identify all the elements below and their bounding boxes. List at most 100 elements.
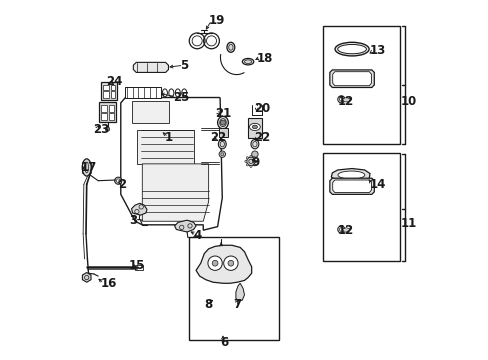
Polygon shape bbox=[142, 164, 208, 221]
Bar bbox=[247, 118, 261, 138]
Bar bbox=[101, 113, 107, 120]
Polygon shape bbox=[329, 70, 373, 87]
Circle shape bbox=[246, 164, 248, 166]
Text: 13: 13 bbox=[369, 44, 386, 57]
Text: 3: 3 bbox=[129, 214, 137, 227]
Circle shape bbox=[223, 256, 238, 270]
Polygon shape bbox=[332, 72, 371, 86]
Ellipse shape bbox=[182, 89, 186, 97]
Circle shape bbox=[116, 179, 120, 183]
Bar bbox=[218, 128, 227, 137]
Ellipse shape bbox=[226, 42, 234, 52]
Circle shape bbox=[115, 177, 122, 184]
Circle shape bbox=[246, 157, 255, 166]
Ellipse shape bbox=[162, 89, 167, 97]
Bar bbox=[125, 87, 161, 98]
Ellipse shape bbox=[82, 159, 91, 176]
Ellipse shape bbox=[242, 58, 253, 65]
Text: 21: 21 bbox=[215, 107, 231, 120]
Text: 1: 1 bbox=[164, 131, 173, 144]
Text: 16: 16 bbox=[101, 278, 117, 291]
Text: 22: 22 bbox=[210, 131, 226, 144]
Text: 23: 23 bbox=[93, 123, 109, 136]
Bar bbox=[323, 153, 400, 261]
Polygon shape bbox=[131, 101, 169, 123]
Bar bbox=[111, 85, 115, 90]
Ellipse shape bbox=[250, 139, 258, 149]
Text: 8: 8 bbox=[204, 298, 212, 311]
Text: 19: 19 bbox=[208, 14, 224, 27]
Text: 11: 11 bbox=[400, 216, 416, 230]
Bar bbox=[103, 85, 109, 90]
Polygon shape bbox=[82, 273, 91, 282]
Ellipse shape bbox=[337, 171, 364, 179]
Ellipse shape bbox=[334, 42, 368, 56]
Text: 12: 12 bbox=[337, 95, 353, 108]
Ellipse shape bbox=[337, 44, 366, 54]
Text: 9: 9 bbox=[251, 156, 260, 169]
Polygon shape bbox=[133, 62, 168, 72]
Circle shape bbox=[251, 151, 258, 157]
Polygon shape bbox=[196, 245, 251, 283]
Text: 6: 6 bbox=[220, 336, 228, 348]
Text: 22: 22 bbox=[254, 131, 270, 144]
Ellipse shape bbox=[249, 123, 260, 131]
Text: 2: 2 bbox=[118, 178, 126, 191]
Bar bbox=[323, 26, 400, 144]
Circle shape bbox=[227, 260, 233, 266]
Text: 14: 14 bbox=[368, 178, 385, 191]
Bar bbox=[101, 105, 107, 112]
Ellipse shape bbox=[252, 125, 257, 129]
Text: 24: 24 bbox=[106, 75, 122, 88]
Ellipse shape bbox=[217, 116, 228, 129]
Circle shape bbox=[337, 226, 344, 233]
Circle shape bbox=[339, 228, 343, 231]
Circle shape bbox=[253, 164, 255, 166]
Circle shape bbox=[219, 151, 225, 157]
Text: 4: 4 bbox=[193, 229, 202, 242]
Bar bbox=[188, 237, 278, 339]
Circle shape bbox=[212, 260, 218, 266]
Polygon shape bbox=[121, 98, 222, 230]
Polygon shape bbox=[174, 220, 196, 232]
Ellipse shape bbox=[175, 89, 180, 97]
Bar bbox=[111, 91, 115, 98]
Circle shape bbox=[249, 165, 251, 167]
Circle shape bbox=[337, 96, 344, 103]
Circle shape bbox=[105, 127, 109, 131]
Circle shape bbox=[207, 256, 222, 270]
Circle shape bbox=[249, 155, 251, 157]
Text: 20: 20 bbox=[254, 102, 270, 115]
Polygon shape bbox=[341, 98, 350, 102]
Polygon shape bbox=[332, 180, 371, 193]
Polygon shape bbox=[330, 168, 369, 182]
Bar bbox=[103, 91, 109, 98]
Circle shape bbox=[246, 157, 248, 159]
Ellipse shape bbox=[168, 89, 174, 97]
Circle shape bbox=[244, 160, 246, 162]
Polygon shape bbox=[341, 228, 350, 232]
Bar bbox=[109, 113, 114, 120]
Circle shape bbox=[339, 98, 343, 101]
Bar bbox=[135, 265, 142, 270]
Ellipse shape bbox=[218, 139, 226, 149]
Polygon shape bbox=[137, 130, 194, 164]
Text: 10: 10 bbox=[400, 95, 416, 108]
Text: 7: 7 bbox=[233, 298, 241, 311]
Circle shape bbox=[253, 157, 255, 159]
Text: 5: 5 bbox=[180, 59, 188, 72]
Polygon shape bbox=[131, 203, 147, 215]
Polygon shape bbox=[235, 283, 244, 301]
Bar bbox=[109, 105, 114, 112]
Bar bbox=[101, 82, 117, 100]
Circle shape bbox=[254, 160, 257, 162]
Text: 25: 25 bbox=[172, 91, 189, 104]
Circle shape bbox=[220, 120, 225, 125]
Text: 12: 12 bbox=[337, 224, 353, 238]
Ellipse shape bbox=[219, 119, 226, 127]
Text: 15: 15 bbox=[129, 259, 145, 272]
Text: 17: 17 bbox=[80, 161, 96, 174]
Text: 18: 18 bbox=[257, 51, 273, 64]
Polygon shape bbox=[329, 178, 373, 194]
Bar bbox=[99, 102, 116, 122]
